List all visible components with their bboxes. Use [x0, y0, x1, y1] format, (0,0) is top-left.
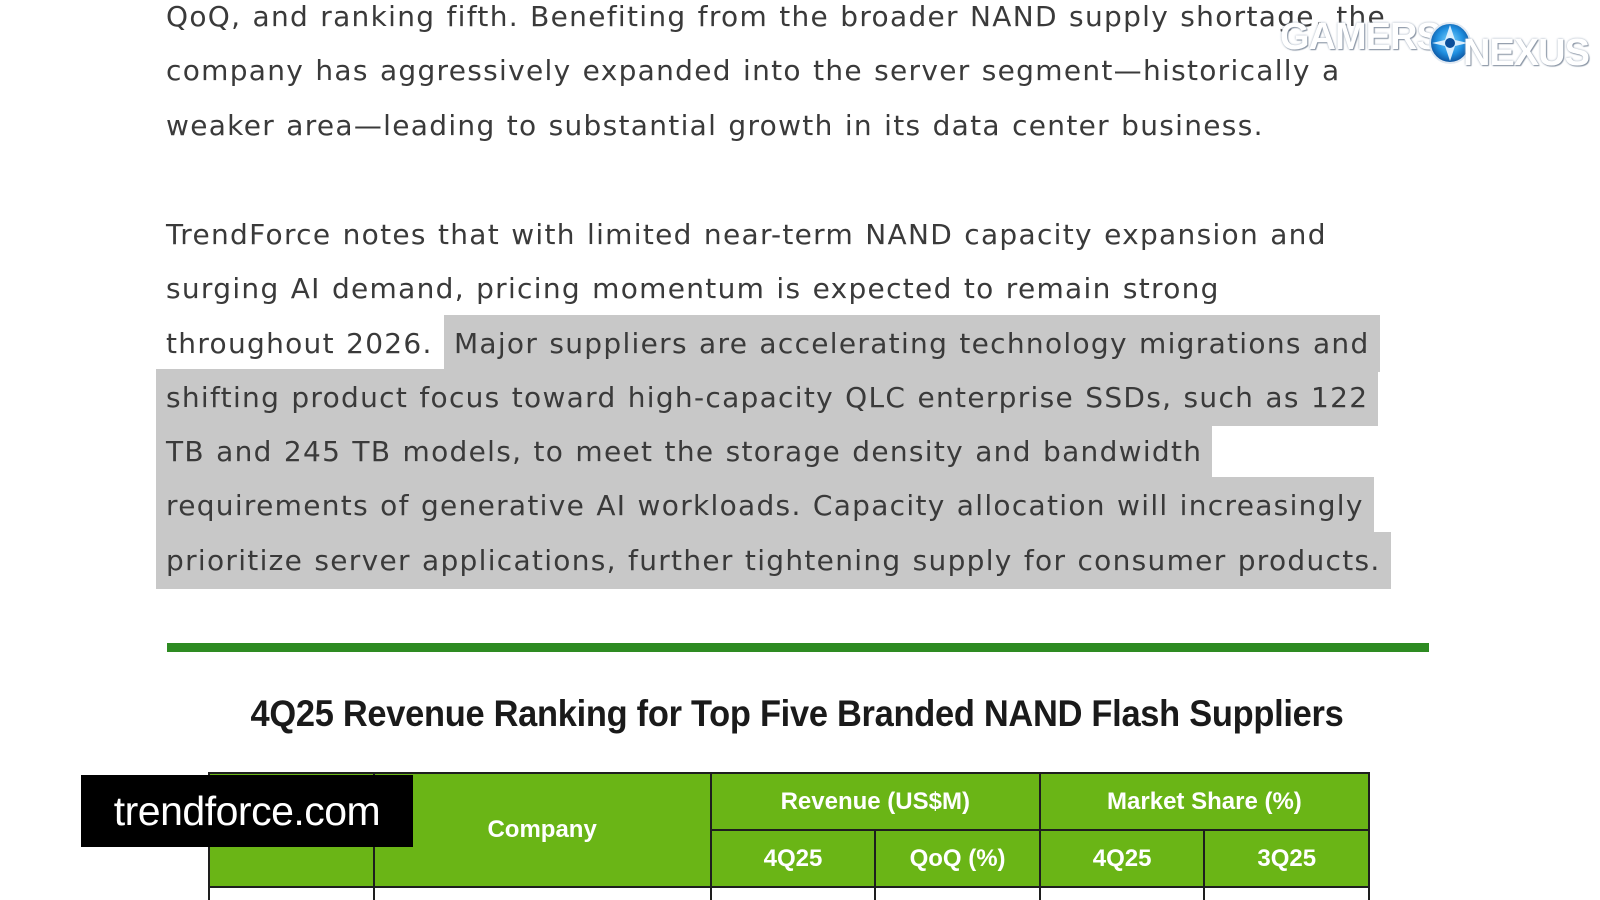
paragraph-2: TrendForce notes that with limited near-…	[156, 208, 1391, 589]
section-divider	[167, 643, 1429, 652]
paragraph-1-line-2: company has aggressively expanded into t…	[166, 54, 1341, 88]
subheader-revenue-4q25: 4Q25	[709, 829, 877, 888]
paragraph-1-line-3: weaker area—leading to substantial growt…	[166, 108, 1264, 142]
logo-text-left: GAMERS	[1280, 16, 1442, 58]
highlighted-text[interactable]: shifting product focus toward high-capac…	[156, 368, 1379, 426]
paragraph-2-plain-text: throughout 2026.	[166, 326, 433, 360]
paragraph-1: QoQ, and ranking fifth. Benefiting from …	[166, 0, 1386, 153]
logo-text-right: NEXUS	[1463, 32, 1590, 74]
paragraph-2-line-2: surging AI demand, pricing momentum is e…	[166, 272, 1220, 306]
gamers-nexus-logo: GAMERS NEXUS	[1280, 14, 1600, 74]
header-market-share: Market Share (%)	[1038, 772, 1371, 831]
header-revenue: Revenue (US$M)	[709, 772, 1041, 831]
paragraph-1-line-1: QoQ, and ranking fifth. Benefiting from …	[166, 0, 1387, 33]
chart-title: 4Q25 Revenue Ranking for Top Five Brande…	[250, 693, 1344, 734]
logo-emblem-icon	[1429, 22, 1471, 64]
source-watermark: trendforce.com	[81, 775, 413, 847]
paragraph-2-line-3: throughout 2026. Major suppliers are acc…	[166, 314, 1391, 372]
table-cell	[208, 887, 375, 900]
highlighted-text[interactable]: TB and 245 TB models, to meet the storag…	[156, 423, 1213, 481]
highlighted-text-end[interactable]: prioritize server applications, further …	[156, 531, 1391, 589]
subheader-share-4q25: 4Q25	[1038, 829, 1206, 888]
paragraph-2-line-7: prioritize server applications, further …	[156, 531, 1391, 589]
highlighted-text-start[interactable]: Major suppliers are accelerating technol…	[443, 314, 1380, 372]
subheader-share-3q25: 3Q25	[1203, 829, 1370, 888]
table-subheader-row: 4Q25 QoQ (%) 4Q25 3Q25	[209, 829, 1370, 888]
subheader-revenue-qoq: QoQ (%)	[874, 829, 1041, 888]
table-cell	[874, 887, 1041, 900]
paragraph-2-line-4: shifting product focus toward high-capac…	[156, 368, 1391, 426]
table-cell	[1203, 887, 1370, 900]
highlighted-text[interactable]: requirements of generative AI workloads.…	[156, 477, 1374, 535]
paragraph-2-line-6: requirements of generative AI workloads.…	[156, 477, 1391, 535]
table-cell	[372, 887, 712, 900]
header-company: Company	[372, 772, 712, 888]
paragraph-2-line-1: TrendForce notes that with limited near-…	[166, 218, 1327, 251]
paragraph-2-line-5: TB and 245 TB models, to meet the storag…	[156, 423, 1391, 481]
table-cell	[709, 887, 877, 900]
table-row	[208, 887, 1370, 900]
table-cell	[1038, 887, 1206, 900]
